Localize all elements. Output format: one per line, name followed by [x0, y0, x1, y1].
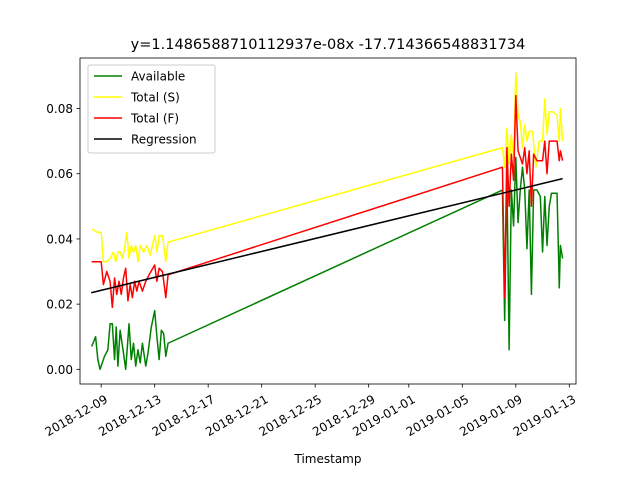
- y-tick-label: 0.06: [46, 167, 73, 181]
- series-line-total-s: [91, 71, 564, 263]
- plot-area: [79, 57, 577, 385]
- series-line-total-f: [91, 94, 564, 309]
- legend-entry: Regression: [131, 133, 197, 147]
- legend-entry: Available: [131, 70, 185, 84]
- plot-frame: [79, 57, 577, 385]
- series-line-regression: [90, 177, 563, 294]
- legend-entry: Total (S): [130, 91, 180, 105]
- y-tick-label: 0.02: [46, 298, 73, 312]
- legend-box: [87, 64, 216, 154]
- legend: Available Total (S) Total (F) Regression: [87, 64, 216, 154]
- y-axis: 0.00 0.02 0.04 0.06 0.08: [46, 102, 80, 377]
- y-tick-label: 0.04: [46, 232, 73, 246]
- y-tick-label: 0.00: [46, 363, 73, 377]
- x-axis-label: Timestamp: [294, 452, 362, 466]
- chart-title: y=1.1486588710112937e-08x -17.7143665488…: [131, 37, 526, 53]
- series-line-available: [91, 156, 564, 371]
- legend-entry: Total (F): [130, 112, 179, 126]
- y-tick-label: 0.08: [46, 102, 73, 116]
